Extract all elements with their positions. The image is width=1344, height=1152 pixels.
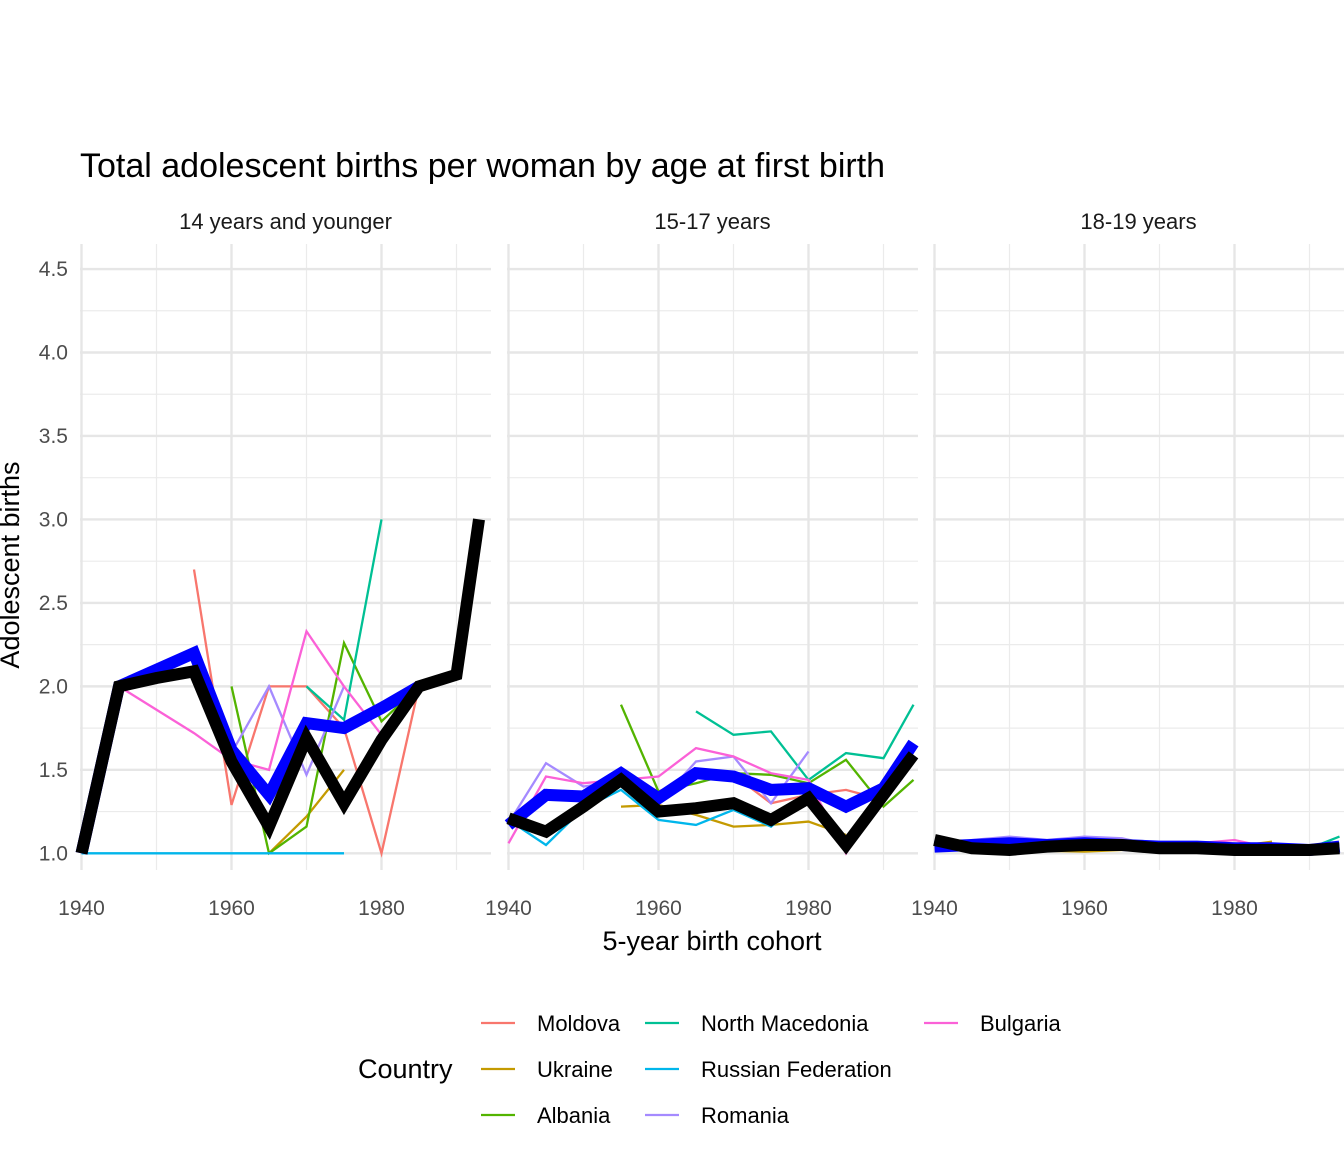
facet-strip-label: 14 years and younger — [179, 209, 392, 234]
legend-label: Romania — [701, 1103, 790, 1128]
y-tick-label: 2.0 — [39, 675, 68, 698]
legend-label: Moldova — [537, 1011, 621, 1036]
series-line-north-macedonia — [695, 704, 915, 782]
x-tick-label: 1960 — [208, 897, 255, 920]
y-axis-ticks: 1.0 1.5 2.0 2.5 3.0 3.5 4.0 4.5 — [39, 258, 68, 865]
y-axis-title: Adolescent births — [0, 461, 25, 668]
black-summary-line — [933, 834, 1340, 857]
facet-panel-2: 1940 1960 1980 15-17 years — [485, 209, 919, 920]
series-line-bulgaria — [118, 628, 383, 772]
x-tick-label: 1960 — [1061, 897, 1108, 920]
black-summary-line — [75, 518, 485, 855]
y-tick-label: 3.0 — [39, 508, 68, 531]
x-tick-label: 1980 — [785, 897, 832, 920]
legend-item: Romania — [645, 1103, 790, 1128]
blue-summary-line — [504, 739, 919, 830]
black-summary-line — [506, 751, 919, 855]
legend-item: Moldova — [481, 1011, 621, 1036]
legend-item: North Macedonia — [645, 1011, 869, 1036]
legend-label: Ukraine — [537, 1057, 613, 1082]
legend-item: Ukraine — [481, 1057, 613, 1082]
legend-item: Bulgaria — [924, 1011, 1061, 1036]
y-tick-label: 4.5 — [39, 258, 68, 281]
chart-title: Total adolescent births per woman by age… — [80, 147, 885, 185]
legend-label: Russian Federation — [701, 1057, 892, 1082]
y-tick-label: 1.0 — [39, 842, 68, 865]
y-tick-label: 1.5 — [39, 759, 68, 782]
x-axis-title: 5-year birth cohort — [602, 926, 822, 956]
facet-panel-1: 1940 1960 1980 14 years and younger — [58, 209, 491, 920]
facet-panel-3: 1940 1960 1980 18-19 years — [911, 209, 1344, 920]
x-tick-label: 1980 — [358, 897, 405, 920]
legend-title: Country — [358, 1054, 453, 1084]
x-tick-label: 1980 — [1211, 897, 1258, 920]
facet-strip-label: 15-17 years — [654, 209, 770, 234]
y-tick-label: 3.5 — [39, 425, 68, 448]
legend-label: Bulgaria — [980, 1011, 1061, 1036]
x-tick-label: 1940 — [58, 897, 105, 920]
series-line-north-macedonia — [305, 519, 383, 723]
y-tick-label: 4.0 — [39, 342, 68, 365]
legend: Country Moldova Ukraine Albania North Maced… — [358, 1011, 1061, 1128]
x-tick-label: 1940 — [911, 897, 958, 920]
x-tick-label: 1940 — [485, 897, 532, 920]
legend-label: North Macedonia — [701, 1011, 869, 1036]
series-line-russian-federation — [507, 788, 810, 847]
legend-item: Russian Federation — [645, 1057, 892, 1082]
facet-strip-label: 18-19 years — [1080, 209, 1196, 234]
legend-label: Albania — [537, 1103, 611, 1128]
facet-panels: 1940 1960 1980 14 years and younger 1940 1960… — [58, 209, 1344, 920]
legend-item: Albania — [481, 1103, 611, 1128]
y-tick-label: 2.5 — [39, 592, 68, 615]
x-tick-label: 1960 — [635, 897, 682, 920]
